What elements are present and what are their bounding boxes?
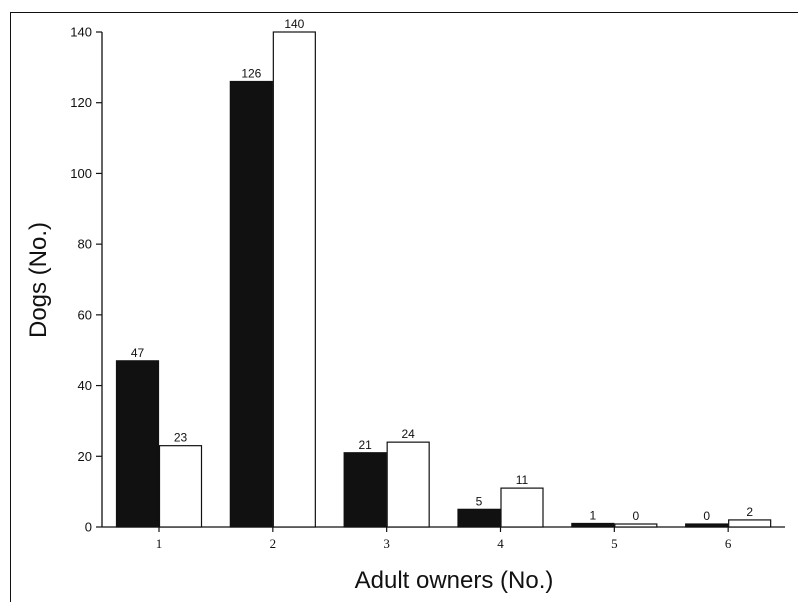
data-label: 11 <box>516 473 529 487</box>
y-axis: 0 20 40 60 80 100 120 140 <box>70 25 103 535</box>
bar-series-1-3 <box>343 452 387 528</box>
data-label: 2 <box>746 505 753 519</box>
data-label: 140 <box>284 17 304 31</box>
y-tick-label: 20 <box>78 449 92 464</box>
x-tick-label: 3 <box>383 536 390 551</box>
bar-series-2-3 <box>386 441 430 528</box>
x-axis: 1 2 3 4 5 6 <box>102 526 785 551</box>
bar-series-1-4 <box>457 508 501 528</box>
data-label: 21 <box>358 438 372 452</box>
data-label: 5 <box>476 494 483 508</box>
x-tick-label: 1 <box>156 536 163 551</box>
bar-series-1-2 <box>229 80 273 528</box>
y-tick-label: 80 <box>78 237 92 252</box>
y-tick-label: 100 <box>70 166 92 181</box>
bar-series-1-5 <box>571 522 615 528</box>
y-tick-label: 140 <box>70 25 92 40</box>
bar-series-2-4 <box>500 487 544 528</box>
data-label: 126 <box>241 67 261 81</box>
bar-series-2-1 <box>158 445 203 528</box>
bar-series-2-5 <box>614 523 658 528</box>
data-label: 47 <box>131 346 145 360</box>
data-label: 24 <box>401 427 415 441</box>
x-tick-label: 6 <box>725 536 732 551</box>
bar-series-2-6 <box>728 519 772 528</box>
y-tick-label: 120 <box>70 95 92 110</box>
data-label: 0 <box>632 509 639 523</box>
bar-series-2-2 <box>272 31 316 528</box>
x-axis-title: Adult owners (No.) <box>355 567 554 594</box>
x-tick-label: 5 <box>611 536 618 551</box>
y-tick-label: 60 <box>78 307 92 322</box>
x-tick-label: 4 <box>497 536 504 551</box>
y-tick-label: 40 <box>78 378 92 393</box>
y-tick-label: 0 <box>85 520 92 535</box>
data-label: 23 <box>174 431 188 445</box>
bar-series-1-6 <box>685 523 729 528</box>
bars-group <box>115 31 772 528</box>
bar-series-1-1 <box>115 360 160 528</box>
data-label: 1 <box>589 508 596 522</box>
chart-frame <box>10 12 798 602</box>
x-tick-label: 2 <box>270 536 277 551</box>
y-axis-title: Dogs (No.) <box>25 222 52 338</box>
data-label: 0 <box>703 509 710 523</box>
